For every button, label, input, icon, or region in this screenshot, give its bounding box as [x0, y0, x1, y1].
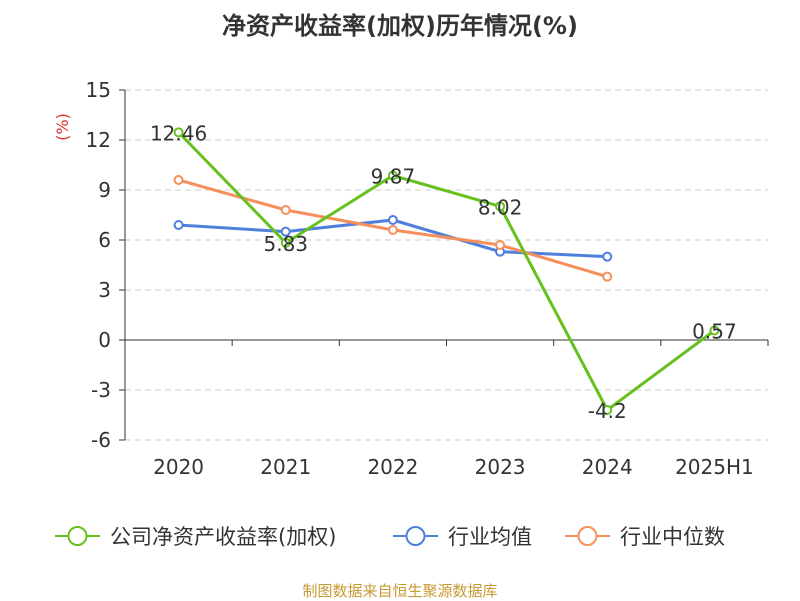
- y-tick-label: 3: [98, 278, 111, 302]
- legend-swatch-marker: [577, 526, 598, 546]
- legend-label: 公司净资产收益率(加权): [110, 525, 336, 549]
- legend: 公司净资产收益率(加权) 行业均值 行业中位数: [55, 525, 725, 549]
- x-tick-label: 2025H1: [675, 455, 754, 479]
- data-point: [495, 201, 506, 212]
- y-tick-label: -3: [91, 378, 111, 402]
- x-tick-label: 2020: [153, 455, 204, 479]
- data-point: [602, 271, 613, 282]
- data-point: [173, 220, 184, 230]
- x-tick-label: 2024: [582, 455, 633, 479]
- data-point: [602, 405, 613, 415]
- source-note: 制图数据来自恒生聚源数据库: [302, 582, 498, 600]
- legend-label: 行业均值: [448, 525, 532, 549]
- grid-layer: [125, 89, 768, 441]
- y-tick-label: 12: [86, 128, 111, 152]
- data-point: [173, 127, 184, 138]
- data-point: [387, 215, 398, 225]
- data-point: [173, 175, 184, 185]
- chart-title: 净资产收益率(加权)历年情况(%): [222, 12, 578, 40]
- x-tick-label: 2023: [475, 455, 526, 479]
- legend-swatch-marker: [405, 526, 426, 546]
- data-label: 8.02: [478, 195, 523, 219]
- y-tick-label: 9: [98, 178, 111, 202]
- data-point: [387, 170, 398, 181]
- series-layer: [173, 127, 720, 415]
- data-label: 0.57: [692, 320, 737, 344]
- data-label: 9.87: [371, 165, 416, 189]
- y-tick-label: 15: [86, 78, 111, 102]
- data-point: [280, 226, 291, 237]
- data-point: [280, 237, 291, 248]
- data-label: 12.46: [150, 121, 207, 145]
- data-label-layer: 12.46 5.83 9.87 8.02 -4.2 0.57: [150, 121, 737, 423]
- y-tick-label: -6: [91, 428, 111, 452]
- legend-swatch-marker: [67, 526, 88, 546]
- y-tick-label: 6: [98, 228, 111, 252]
- data-label: 5.83: [263, 232, 308, 256]
- x-tick-label: 2021: [260, 455, 311, 479]
- y-axis-label: (%): [53, 113, 72, 141]
- data-point: [280, 205, 291, 215]
- data-point: [387, 225, 398, 235]
- legend-label: 行业中位数: [620, 525, 725, 549]
- data-point: [602, 251, 613, 262]
- data-point: [495, 240, 506, 250]
- x-tick-label: 2022: [367, 455, 418, 479]
- series-line: [177, 131, 716, 412]
- axis-layer: 15 12 9 6 3 0 -3 -6 (%) 2020 2021 2022 2023 2024 2025H…: [53, 78, 769, 479]
- y-tick-label: 0: [98, 328, 111, 352]
- data-label: -4.2: [588, 399, 627, 423]
- data-point: [709, 325, 720, 336]
